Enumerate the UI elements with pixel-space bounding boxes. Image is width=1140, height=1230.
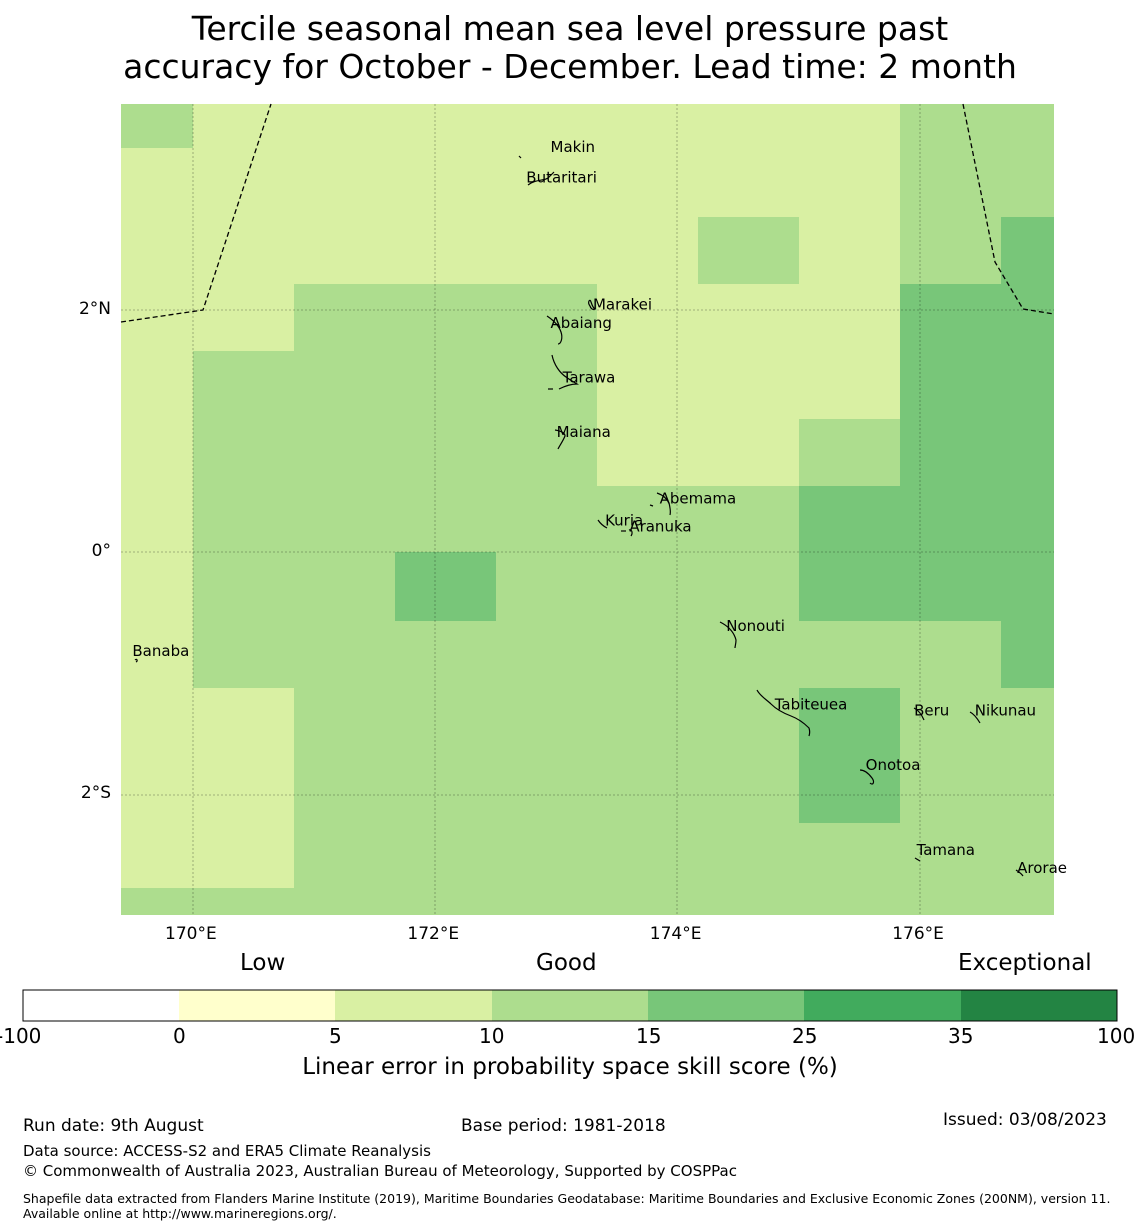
colorbar-segment [179,990,335,1021]
run-date: Run date: 9th August [23,1116,204,1136]
skill-cell [1001,621,1054,688]
colorbar-segment [804,990,961,1021]
colorbar-level-label: 100 [1097,1024,1136,1048]
skill-cell [799,486,1054,621]
island-label: Nikunau [975,702,1036,720]
colorbar-segment [492,990,648,1021]
data-source: Data source: ACCESS-S2 and ERA5 Climate … [23,1142,431,1160]
longitude-tick-label: 172°E [407,924,460,944]
colorbar-level-label: -100 [0,1024,42,1048]
island-label: Butaritari [526,168,597,186]
colorbar-level-label: 25 [792,1024,818,1048]
island-label: Onotoa [866,756,921,774]
latitude-tick-label: 0° [91,541,111,561]
skill-cells [121,104,1054,915]
longitude-tick-label: 176°E [892,924,944,944]
island-label: Kuria [605,511,643,529]
skill-cell [597,419,799,486]
colorbar-segment [335,990,492,1021]
skill-cell [193,688,294,888]
island-label: Tabiteuea [774,696,848,714]
colorbar-segment [23,990,179,1021]
island-label: Maiana [557,423,611,441]
colorbar-segment [648,990,804,1021]
copyright: © Commonwealth of Australia 2023, Austra… [23,1162,737,1180]
title-line-2: accuracy for October - December. Lead ti… [123,47,1017,86]
title-line-1: Tercile seasonal mean sea level pressure… [191,9,949,48]
colorbar-segment [961,990,1117,1021]
island-label: Abemama [660,490,737,508]
island-label: Nonouti [726,617,785,635]
skill-cell [193,284,294,351]
colorbar [22,989,1118,1022]
colorbar-title: Linear error in probability space skill … [302,1054,838,1080]
category-good: Good [536,950,597,976]
colorbar-level-label: 5 [329,1024,342,1048]
skill-cell [900,284,1054,486]
base-period: Base period: 1981-2018 [461,1116,666,1136]
skill-cell [698,217,799,284]
island-label: Marakei [593,296,652,314]
latitude-tick-label: 2°S [80,783,111,804]
skill-cell [597,284,900,419]
eez-boundaries [120,103,1055,323]
skill-cell [395,552,496,621]
skill-cell [121,148,193,888]
colorbar-level-label: 0 [173,1024,186,1048]
shapefile-credit: Shapefile data extracted from Flanders M… [23,1191,1111,1221]
skill-cell [1001,217,1054,284]
gridlines [121,104,1054,915]
issued-date: Issued: 03/08/2023 [943,1110,1107,1130]
longitude-tick-label: 174°E [649,924,702,944]
colorbar-frame [22,989,1118,1022]
skill-cell [799,688,900,823]
island-label: Tarawa [562,368,616,386]
island-label: Tamana [916,841,975,859]
latitude-tick-label: 2°N [78,298,111,319]
map-title: Tercile seasonal mean sea level pressure… [0,10,1140,86]
island-label: Abaiang [551,314,612,332]
island-label: Arorae [1017,859,1067,877]
island-outlines [134,155,1024,877]
colorbar-level-label: 15 [636,1024,662,1048]
island-label: Aranuka [629,517,691,535]
island-label: Banaba [132,642,189,660]
colorbar-level-label: 35 [948,1024,974,1048]
island-label: Beru [914,702,949,720]
category-low: Low [240,950,286,976]
island-label: Makin [551,138,596,156]
category-exceptional: Exceptional [958,950,1092,976]
longitude-tick-label: 170°E [165,924,217,944]
colorbar-level-label: 10 [479,1024,505,1048]
